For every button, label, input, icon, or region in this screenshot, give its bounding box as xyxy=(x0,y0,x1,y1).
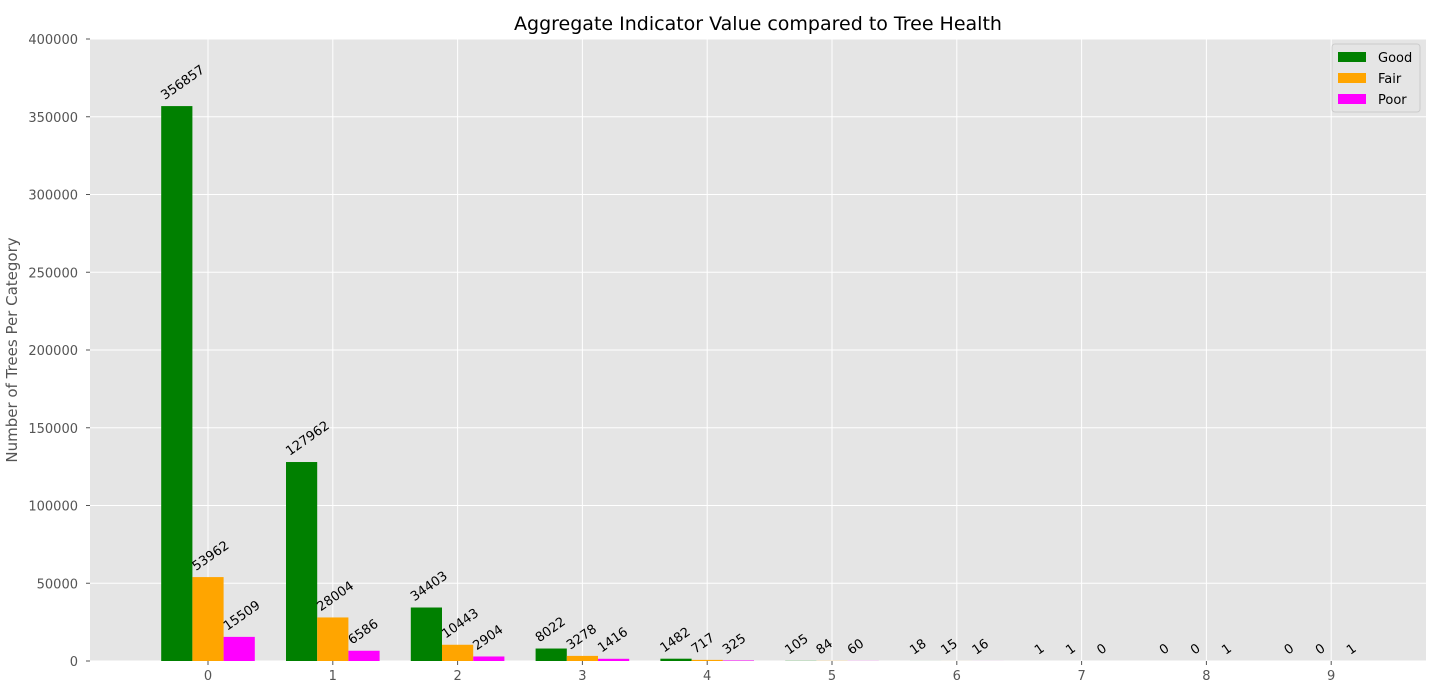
y-tick-label: 350000 xyxy=(28,111,78,126)
x-tick-label: 7 xyxy=(1077,669,1085,684)
chart-title: Aggregate Indicator Value compared to Tr… xyxy=(514,13,1002,35)
bar-fair xyxy=(192,577,224,661)
bar-good xyxy=(660,658,692,661)
x-tick-label: 5 xyxy=(828,669,836,684)
legend-swatch-poor xyxy=(1338,94,1366,104)
y-tick-label: 300000 xyxy=(28,189,78,204)
y-axis-ticks: 0 50000 100000 150000 200000 250000 300000 3500… xyxy=(28,33,90,670)
x-tick-label: 6 xyxy=(953,669,961,684)
bar-poor xyxy=(473,656,505,661)
legend-label-fair: Fair xyxy=(1378,72,1402,87)
x-tick-label: 1 xyxy=(329,669,337,684)
bar-good xyxy=(286,462,318,661)
bar-fair xyxy=(691,659,723,661)
bar-fair xyxy=(442,644,474,661)
bar-poor xyxy=(348,650,380,661)
y-tick-label: 100000 xyxy=(28,500,78,515)
x-axis-ticks: 0 1 2 3 4 5 6 7 8 9 xyxy=(204,661,1335,684)
legend-swatch-fair xyxy=(1338,73,1366,83)
bar-poor xyxy=(722,660,754,661)
y-tick-label: 50000 xyxy=(37,577,78,592)
bar-good xyxy=(535,648,567,661)
bar-good xyxy=(161,106,193,662)
y-tick-label: 150000 xyxy=(28,422,78,437)
bar-fair xyxy=(566,655,598,661)
bar-fair xyxy=(317,617,349,661)
legend-swatch-good xyxy=(1338,52,1366,62)
x-tick-label: 9 xyxy=(1327,669,1335,684)
y-tick-label: 200000 xyxy=(28,344,78,359)
x-tick-label: 2 xyxy=(453,669,461,684)
bars xyxy=(161,106,1378,662)
bar-poor xyxy=(223,636,255,661)
bar-good xyxy=(410,607,442,661)
y-tick-label: 400000 xyxy=(28,33,78,48)
y-tick-label: 250000 xyxy=(28,266,78,281)
legend-label-poor: Poor xyxy=(1378,93,1407,108)
x-tick-label: 0 xyxy=(204,669,212,684)
y-tick-label: 0 xyxy=(70,655,78,670)
x-tick-label: 8 xyxy=(1202,669,1210,684)
y-axis-title: Number of Trees Per Category xyxy=(3,237,21,462)
x-tick-label: 4 xyxy=(703,669,711,684)
legend-label-good: Good xyxy=(1378,51,1412,66)
bar-poor xyxy=(598,658,630,661)
x-tick-label: 3 xyxy=(578,669,586,684)
legend: Good Fair Poor xyxy=(1331,43,1421,113)
